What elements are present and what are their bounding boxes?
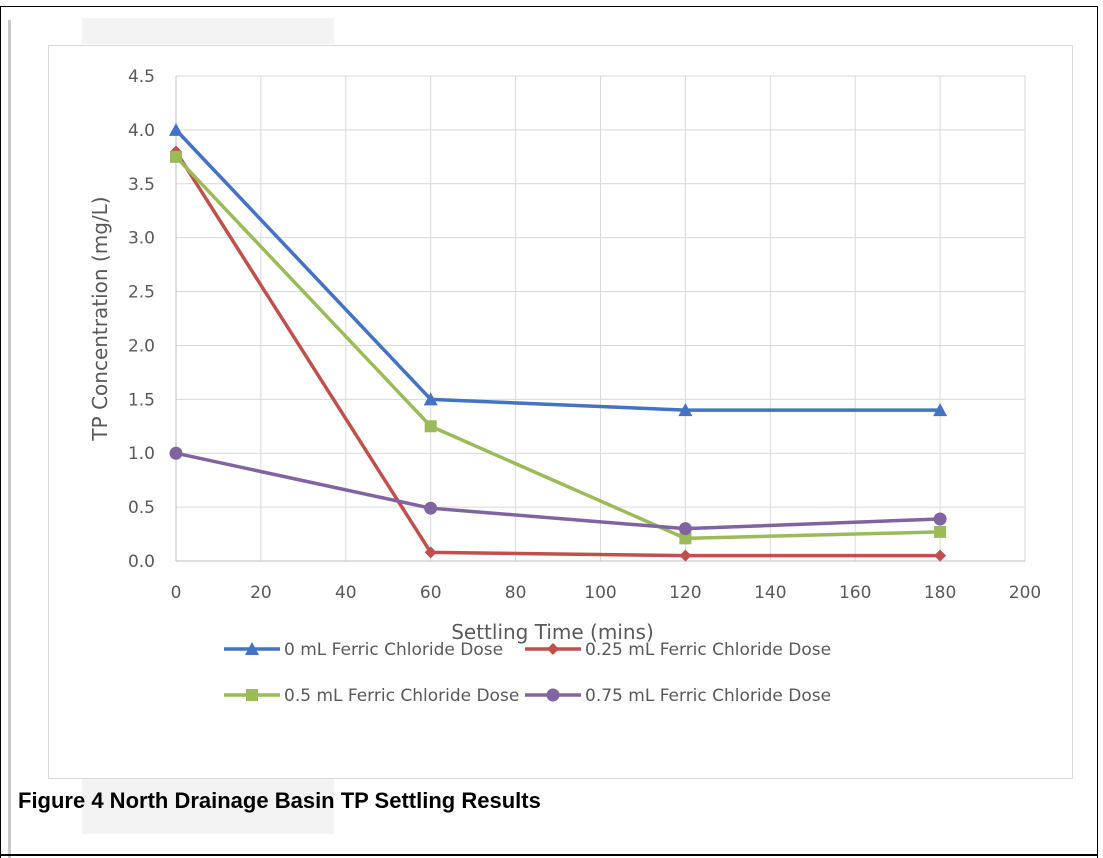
frame-margin-bar [8,20,11,858]
legend-marker [245,642,259,655]
y-tick-label: 2.5 [128,283,155,303]
data-point [424,546,437,559]
x-tick-label: 20 [250,583,272,603]
x-tick-label: 160 [839,583,871,603]
data-point [934,549,947,562]
x-tick-label: 40 [335,583,357,603]
legend-label: 0.75 mL Ferric Chloride Dose [585,686,831,706]
y-tick-label: 0.0 [128,552,155,572]
series-3 [169,446,947,536]
data-point [678,403,693,417]
y-axis-title: TP Concentration (mg/L) [88,196,112,441]
legend-marker [546,688,560,702]
line-chart: 0 20 40 60 80 100 120 140 160 180 200 0.0 0.5 1.0 1.5 2… [88,67,1041,706]
data-point [424,501,438,515]
legend-label: 0.25 mL Ferric Chloride Dose [585,640,831,660]
legend-label: 0.5 mL Ferric Chloride Dose [284,686,519,706]
y-tick-label: 0.5 [128,498,155,518]
data-point [678,522,692,536]
series-2 [170,150,947,545]
y-tick-label: 2.0 [128,336,155,356]
series-line [174,150,941,558]
x-tick-label: 100 [584,583,616,603]
legend-item-2: 0.5 mL Ferric Chloride Dose [224,686,519,706]
legend-label: 0 mL Ferric Chloride Dose [284,640,503,660]
figure-caption: Figure 4 North Drainage Basin TP Settlin… [18,788,541,813]
legend-item-3: 0.75 mL Ferric Chloride Dose [525,686,831,706]
data-point [933,403,948,417]
y-tick-label: 1.0 [128,444,155,464]
data-point [169,122,183,136]
data-point [170,150,182,163]
x-axis-title: Settling Time (mins) [451,620,654,644]
series-group [169,122,948,562]
series-line [174,155,941,541]
legend-item-0: 0 mL Ferric Chloride Dose [224,640,503,660]
series-line [175,451,941,531]
data-point [169,446,183,460]
data-point [679,532,692,545]
legend-item-1: 0.25 mL Ferric Chloride Dose [525,640,831,660]
y-tick-label: 4.5 [128,67,155,87]
frame-border-bottom [0,854,1097,856]
frame-border-top [0,6,1097,7]
data-point [934,525,947,538]
series-line [174,128,941,412]
chart-area: 0 20 40 60 80 100 120 140 160 180 200 0.0 0.5 1.0 1.5 2… [48,45,1073,779]
x-tick-label: 0 [171,583,182,603]
x-tick-label: 60 [420,583,442,603]
series-1 [170,145,947,562]
frame-border-left [0,6,1,858]
series-0 [169,122,948,417]
y-tick-label: 1.5 [128,390,155,410]
x-tick-label: 120 [669,583,701,603]
y-tick-label: 4.0 [128,121,155,141]
x-tick-label: 140 [754,583,786,603]
gridlines [176,75,1026,561]
frame-border-right [1097,6,1098,858]
data-point [933,512,947,526]
shaded-block-top [82,18,334,44]
y-tick-label: 3.0 [128,229,155,249]
y-tick-label: 3.5 [128,175,155,195]
data-point [423,392,438,406]
x-tick-label: 200 [1009,583,1041,603]
x-tick-label: 80 [505,583,527,603]
data-point [679,549,692,562]
legend-marker [246,689,258,701]
data-point [424,420,437,433]
legend: 0 mL Ferric Chloride Dose 0.25 mL Ferric … [224,640,831,706]
shaded-block-bottom [82,778,334,834]
axes: 0 20 40 60 80 100 120 140 160 180 200 0.0 0.5 1.0 1.5 2… [128,67,1041,603]
x-tick-label: 180 [924,583,956,603]
legend-marker [547,643,559,655]
